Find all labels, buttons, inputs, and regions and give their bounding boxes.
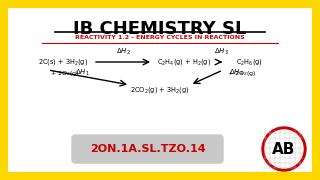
Text: C$_2$H$_4$(g) + H$_2$(g): C$_2$H$_4$(g) + H$_2$(g) bbox=[157, 57, 211, 67]
Text: 2ON.1A.SL.TZO.14: 2ON.1A.SL.TZO.14 bbox=[90, 144, 206, 154]
Circle shape bbox=[262, 127, 306, 171]
Text: + 2O$_2$(g): + 2O$_2$(g) bbox=[50, 69, 79, 78]
Text: 2C(s) + 3H$_2$(g): 2C(s) + 3H$_2$(g) bbox=[38, 57, 88, 67]
Text: C$_2$H$_6$(g): C$_2$H$_6$(g) bbox=[236, 57, 263, 67]
Text: $\Delta H_1$: $\Delta H_1$ bbox=[75, 68, 89, 78]
Text: AB: AB bbox=[272, 141, 296, 156]
FancyBboxPatch shape bbox=[72, 135, 223, 163]
Text: $\Delta H_4$: $\Delta H_4$ bbox=[228, 68, 244, 78]
FancyBboxPatch shape bbox=[6, 6, 314, 174]
Circle shape bbox=[265, 130, 303, 168]
Text: IB CHEMISTRY SL: IB CHEMISTRY SL bbox=[73, 20, 247, 38]
Text: 2CO$_2$(g) + 3H$_2$(g): 2CO$_2$(g) + 3H$_2$(g) bbox=[130, 85, 190, 95]
Text: $\Delta H_2$: $\Delta H_2$ bbox=[116, 47, 130, 57]
Text: + 2O$_2$(g): + 2O$_2$(g) bbox=[227, 69, 256, 78]
Text: REACTIVITY 1.2 - ENERGY CYCLES IN REACTIONS: REACTIVITY 1.2 - ENERGY CYCLES IN REACTI… bbox=[75, 35, 245, 40]
Text: $\Delta H_3$: $\Delta H_3$ bbox=[214, 47, 228, 57]
